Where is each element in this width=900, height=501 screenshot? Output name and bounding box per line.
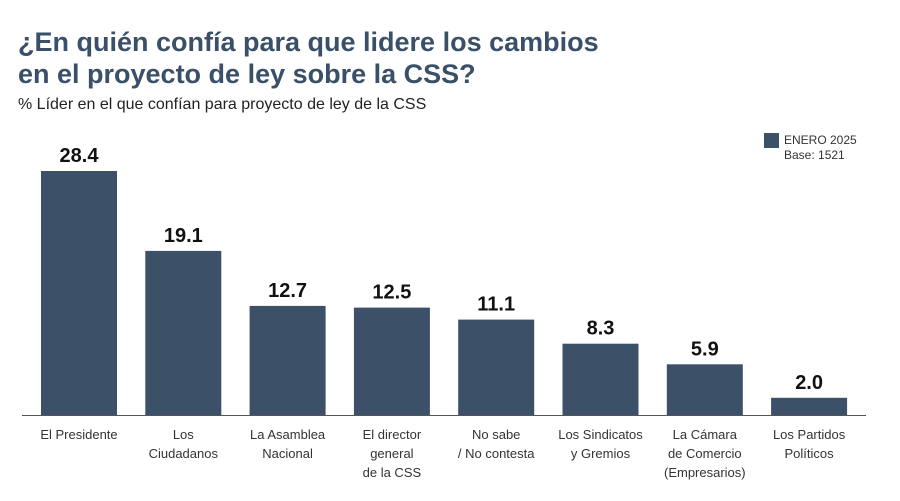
data-label-1: 19.1: [164, 225, 203, 247]
category-label-7-line-1: Políticos: [785, 446, 835, 461]
bar-2: [249, 305, 326, 415]
bar-6: [666, 364, 743, 415]
category-label-7: Los Partidos Políticos: [773, 427, 846, 461]
bar-7: [771, 397, 848, 415]
category-label-3-line-1: general: [370, 446, 413, 461]
legend-entry: ENERO 2025: [764, 133, 857, 148]
legend: ENERO 2025 Base: 1521: [764, 133, 857, 163]
legend-base-label: Base:: [784, 148, 815, 162]
category-label-2: La Asamblea Nacional: [250, 427, 326, 461]
data-label-5: 8.3: [587, 318, 615, 340]
category-label-2-line-1: Nacional: [262, 446, 313, 461]
category-label-3-line-0: El director: [363, 427, 422, 442]
data-label-7: 2.0: [795, 372, 823, 394]
data-label-3: 12.5: [372, 282, 411, 304]
chart-title-line-2: en el proyecto de ley sobre la CSS?: [18, 59, 476, 89]
bar-5: [562, 343, 639, 415]
chart-title: ¿En quién confía para que lidere los cam…: [18, 26, 599, 90]
category-label-6-line-0: La Cámara: [673, 427, 738, 442]
category-label-2-line-0: La Asamblea: [250, 427, 326, 442]
bar-3: [353, 307, 430, 415]
legend-base-value: 1521: [818, 148, 845, 162]
legend-series-name: ENERO 2025: [784, 133, 857, 147]
category-label-0: El Presidente: [40, 427, 117, 442]
bar-1: [145, 250, 222, 415]
category-label-4: No sabe / No contesta: [458, 427, 535, 461]
category-label-5-line-1: y Gremios: [571, 446, 631, 461]
category-label-6-line-2: (Empresarios): [664, 465, 746, 480]
category-label-1: Los Ciudadanos: [149, 427, 219, 461]
category-label-4-line-1: / No contesta: [458, 446, 535, 461]
data-label-2: 12.7: [268, 280, 307, 302]
data-label-4: 11.1: [477, 294, 515, 316]
category-label-3-line-2: de la CSS: [363, 465, 422, 480]
category-label-0-line-0: El Presidente: [40, 427, 117, 442]
chart-subtitle: % Líder en el que confían para proyecto …: [18, 96, 427, 113]
legend-base: Base: 1521: [784, 148, 857, 163]
bar-4: [458, 319, 535, 415]
category-label-6: La Cámara de Comercio (Empresarios): [664, 427, 746, 480]
data-label-6: 5.9: [691, 338, 719, 360]
chart-title-line-1: ¿En quién confía para que lidere los cam…: [18, 27, 599, 57]
category-label-1-line-1: Ciudadanos: [149, 446, 219, 461]
data-label-0: 28.4: [60, 145, 100, 167]
category-label-5: Los Sindicatos y Gremios: [558, 427, 643, 461]
category-label-5-line-0: Los Sindicatos: [558, 427, 643, 442]
category-label-7-line-0: Los Partidos: [773, 427, 846, 442]
bar-0: [41, 171, 117, 415]
category-label-6-line-1: de Comercio: [668, 446, 742, 461]
category-label-4-line-0: No sabe: [472, 427, 520, 442]
category-label-1-line-0: Los: [173, 427, 194, 442]
category-label-3: El director general de la CSS: [363, 427, 422, 480]
legend-swatch: [764, 133, 779, 148]
